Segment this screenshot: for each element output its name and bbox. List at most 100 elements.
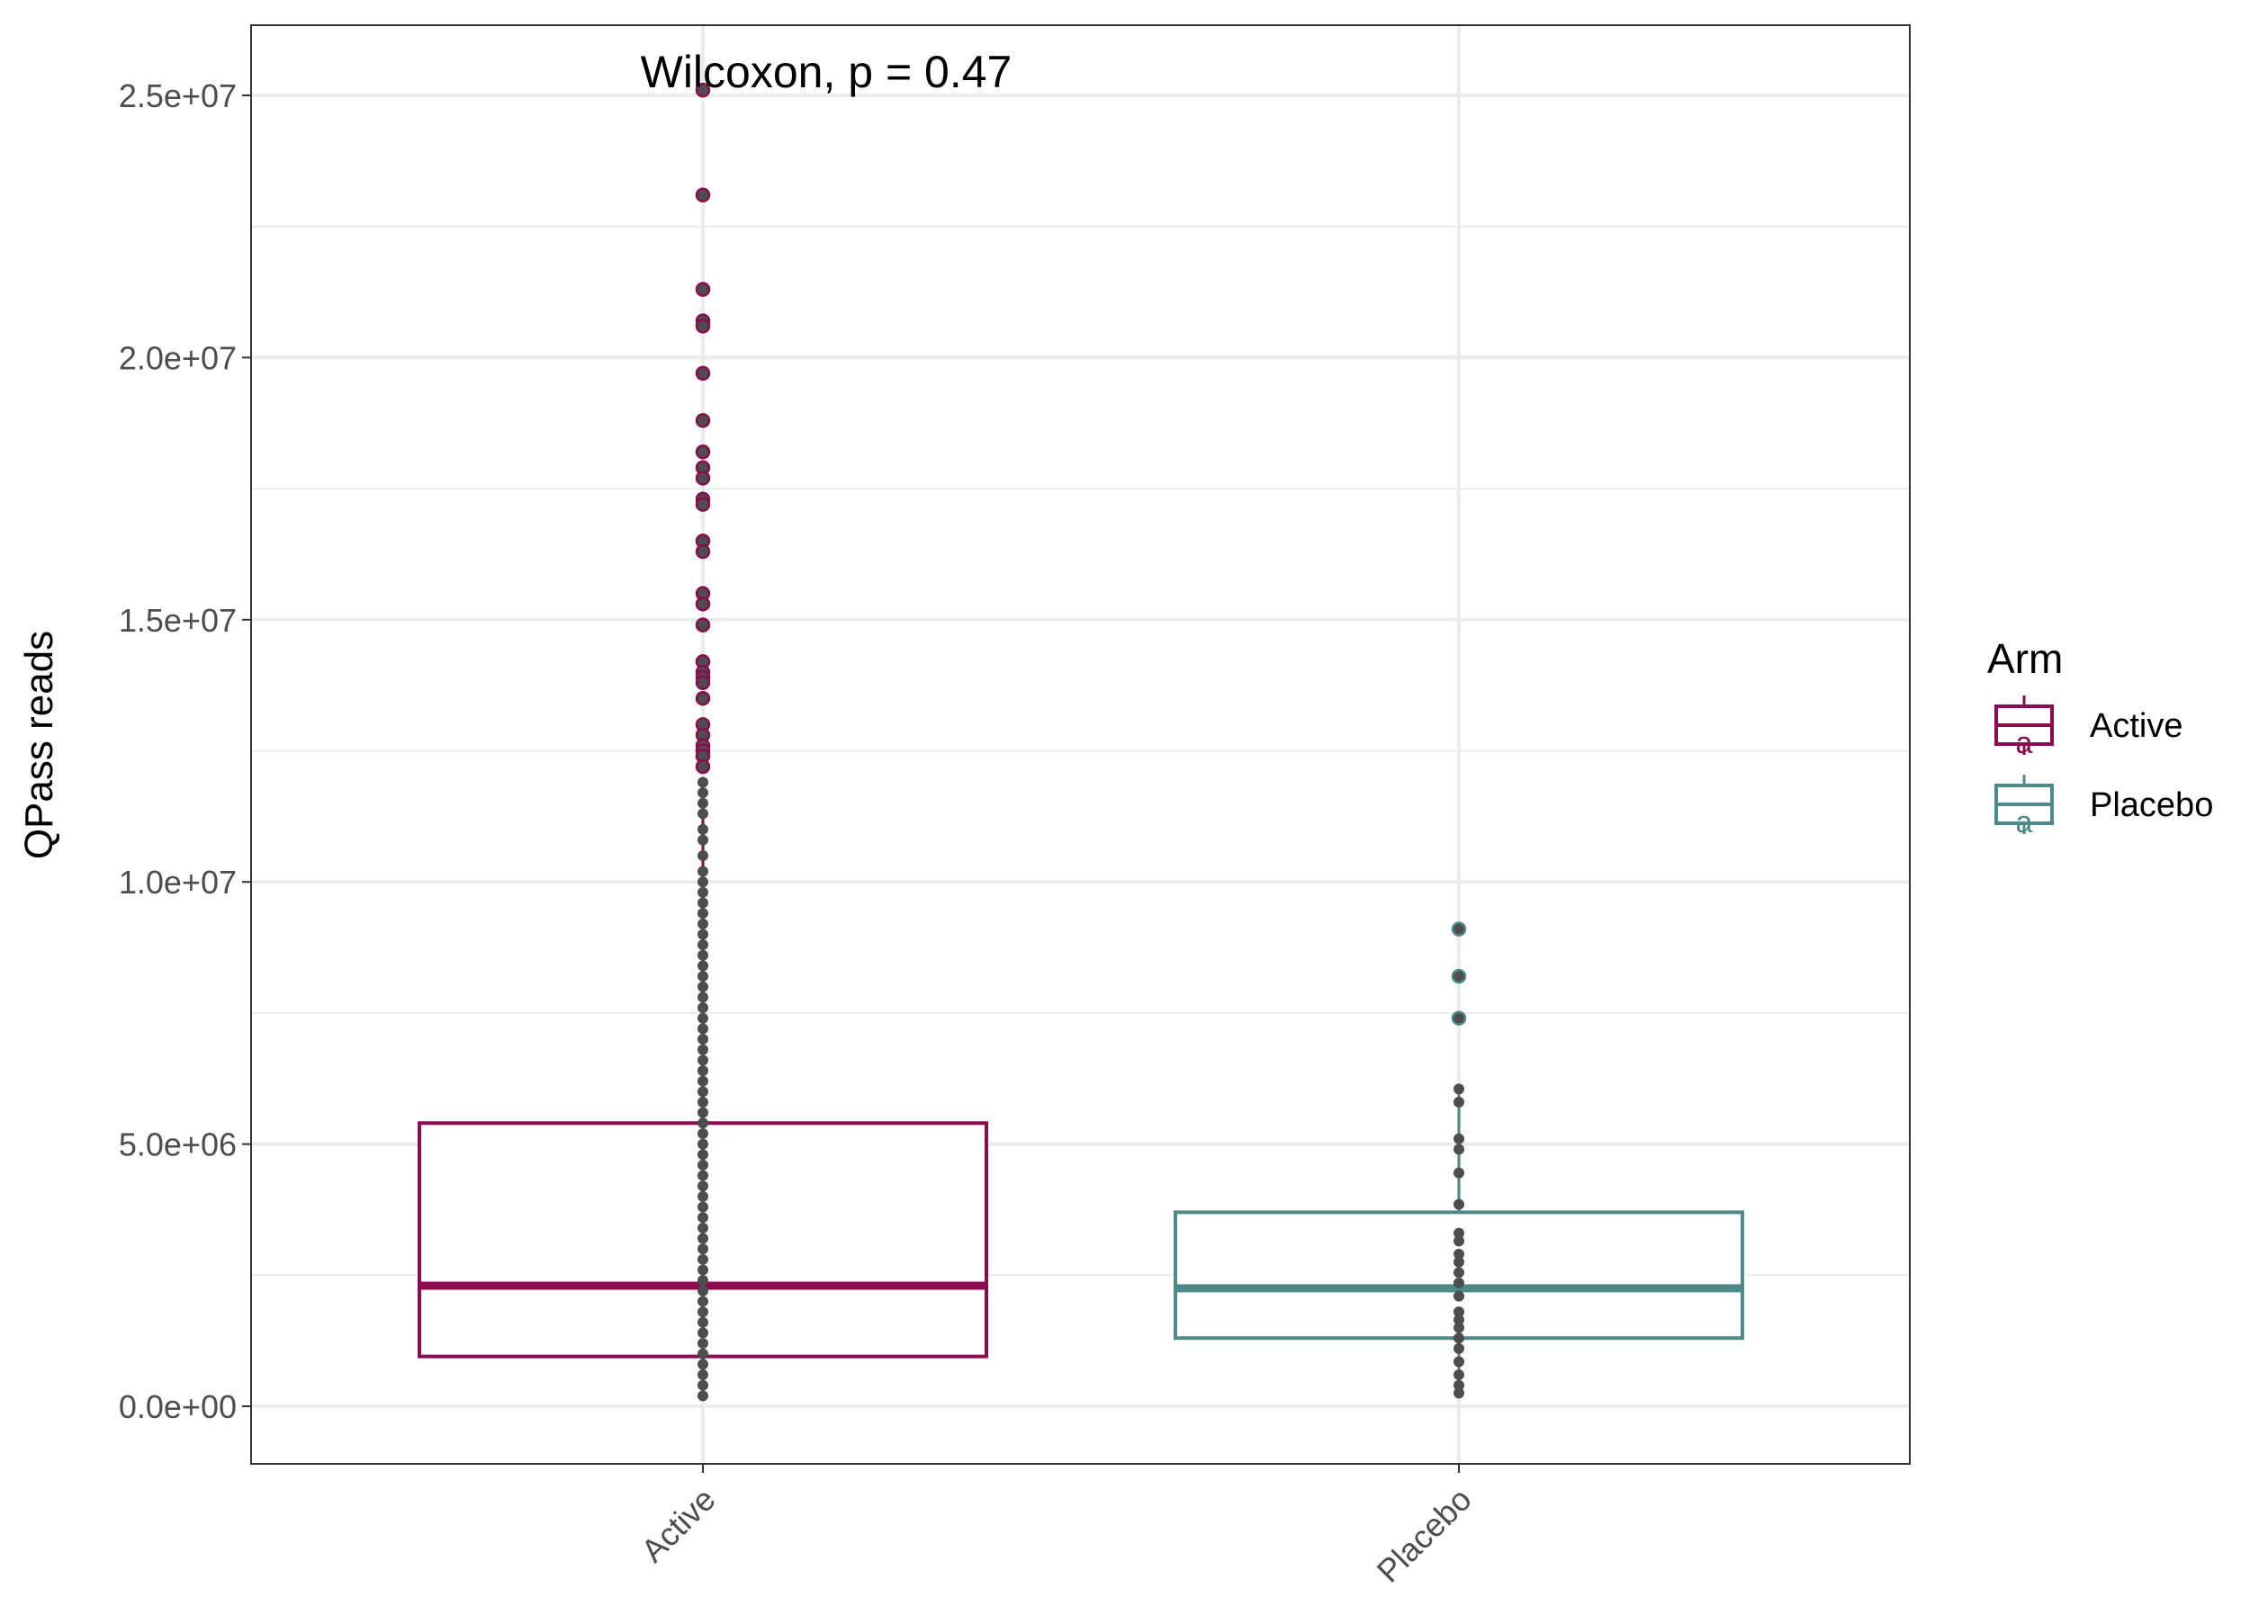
y-axis: 0.0e+00 5.0e+06 1.0e+07 1.5e+07 2.0e+07 2.5e+… bbox=[119, 77, 251, 1425]
data-point bbox=[698, 1044, 708, 1055]
data-point bbox=[698, 1159, 708, 1171]
data-point bbox=[698, 1369, 708, 1381]
data-point bbox=[698, 939, 708, 951]
x-tick-label: Active bbox=[634, 1481, 722, 1569]
y-tick-label: 2.5e+07 bbox=[119, 77, 237, 114]
data-point bbox=[1454, 1267, 1464, 1279]
data-point bbox=[1454, 1290, 1464, 1302]
y-tick-label: 0.0e+00 bbox=[119, 1388, 237, 1425]
data-point bbox=[698, 834, 708, 846]
data-point bbox=[698, 1127, 708, 1139]
data-point bbox=[698, 1201, 708, 1213]
outlier-point bbox=[1451, 921, 1467, 937]
outlier-point bbox=[695, 497, 711, 512]
legend-entry-placebo: a Placebo bbox=[1994, 775, 2213, 839]
outlier-point bbox=[695, 471, 711, 486]
legend: Arm a Active a Placebo bbox=[1987, 635, 2213, 839]
data-point bbox=[698, 823, 708, 835]
data-point bbox=[698, 1180, 708, 1192]
outlier-point bbox=[695, 675, 711, 690]
data-point bbox=[1454, 1083, 1464, 1095]
data-point bbox=[698, 1075, 708, 1087]
data-point bbox=[698, 1285, 708, 1297]
data-point bbox=[698, 1390, 708, 1402]
data-point bbox=[698, 1023, 708, 1035]
data-point bbox=[1454, 1314, 1464, 1325]
data-point bbox=[1454, 1235, 1464, 1247]
legend-label: Placebo bbox=[2090, 786, 2213, 824]
legend-key-glyph: a bbox=[2016, 805, 2033, 839]
boxes bbox=[418, 776, 1744, 1399]
data-point bbox=[698, 787, 708, 799]
data-point bbox=[698, 1327, 708, 1339]
data-point bbox=[1454, 1387, 1464, 1399]
data-point bbox=[1454, 1167, 1464, 1179]
outlier-point bbox=[695, 617, 711, 633]
x-tick-label: Placebo bbox=[1370, 1481, 1479, 1590]
outlier-point bbox=[695, 187, 711, 202]
data-point bbox=[698, 1190, 708, 1202]
y-tick-label: 2.0e+07 bbox=[119, 339, 237, 376]
legend-label: Active bbox=[2090, 707, 2182, 745]
data-point bbox=[698, 1034, 708, 1045]
data-point bbox=[698, 886, 708, 898]
outlier-point bbox=[695, 758, 711, 775]
data-point bbox=[698, 1096, 708, 1108]
data-point bbox=[698, 908, 708, 920]
data-point bbox=[698, 1002, 708, 1014]
data-point bbox=[698, 1296, 708, 1307]
data-point bbox=[698, 1253, 708, 1265]
data-point bbox=[1454, 1356, 1464, 1368]
y-tick-label: 5.0e+06 bbox=[119, 1126, 237, 1163]
data-point bbox=[1454, 1278, 1464, 1289]
data-point bbox=[698, 876, 708, 888]
data-point bbox=[698, 918, 708, 929]
data-point bbox=[1454, 1227, 1464, 1239]
data-point bbox=[1454, 1342, 1464, 1354]
data-point bbox=[698, 971, 708, 982]
outlier-point bbox=[695, 690, 711, 706]
data-point bbox=[1454, 1096, 1464, 1108]
data-point bbox=[698, 1149, 708, 1161]
outlier-point bbox=[1451, 1010, 1467, 1026]
x-axis: Active Placebo bbox=[634, 1464, 1479, 1590]
data-point bbox=[698, 1065, 708, 1077]
outlier-point bbox=[695, 543, 711, 560]
panel-border bbox=[250, 24, 1911, 1465]
legend-title: Arm bbox=[1987, 635, 2063, 682]
data-point bbox=[1454, 1306, 1464, 1318]
data-point bbox=[698, 1306, 708, 1318]
data-point bbox=[698, 991, 708, 1003]
data-point bbox=[698, 1222, 708, 1234]
data-point bbox=[1454, 1248, 1464, 1260]
data-point bbox=[698, 1138, 708, 1150]
data-point bbox=[698, 850, 708, 862]
data-point bbox=[698, 1338, 708, 1350]
legend-key-glyph: a bbox=[2016, 726, 2033, 760]
data-point bbox=[698, 1243, 708, 1255]
data-point bbox=[698, 897, 708, 909]
legend-entry-active: a Active bbox=[1994, 695, 2182, 760]
data-point bbox=[1454, 1198, 1464, 1210]
data-point bbox=[1454, 1322, 1464, 1333]
data-point bbox=[698, 1086, 708, 1098]
data-point bbox=[698, 1379, 708, 1391]
data-point bbox=[1454, 1332, 1464, 1344]
wilcoxon-annotation: Wilcoxon, p = 0.47 bbox=[641, 47, 1012, 97]
data-point bbox=[1454, 1369, 1464, 1381]
data-point bbox=[698, 1348, 708, 1359]
outlier-point bbox=[695, 319, 711, 334]
data-point bbox=[1454, 1256, 1464, 1268]
data-point bbox=[698, 1170, 708, 1181]
data-point bbox=[698, 776, 708, 788]
outlier-point bbox=[695, 597, 711, 612]
data-points bbox=[695, 82, 1467, 1402]
data-point bbox=[698, 929, 708, 940]
data-point bbox=[698, 1359, 708, 1370]
data-point bbox=[698, 981, 708, 992]
y-tick-label: 1.5e+07 bbox=[119, 602, 237, 639]
data-point bbox=[1454, 1379, 1464, 1391]
outlier-point bbox=[695, 82, 711, 98]
outlier-point bbox=[695, 365, 711, 381]
